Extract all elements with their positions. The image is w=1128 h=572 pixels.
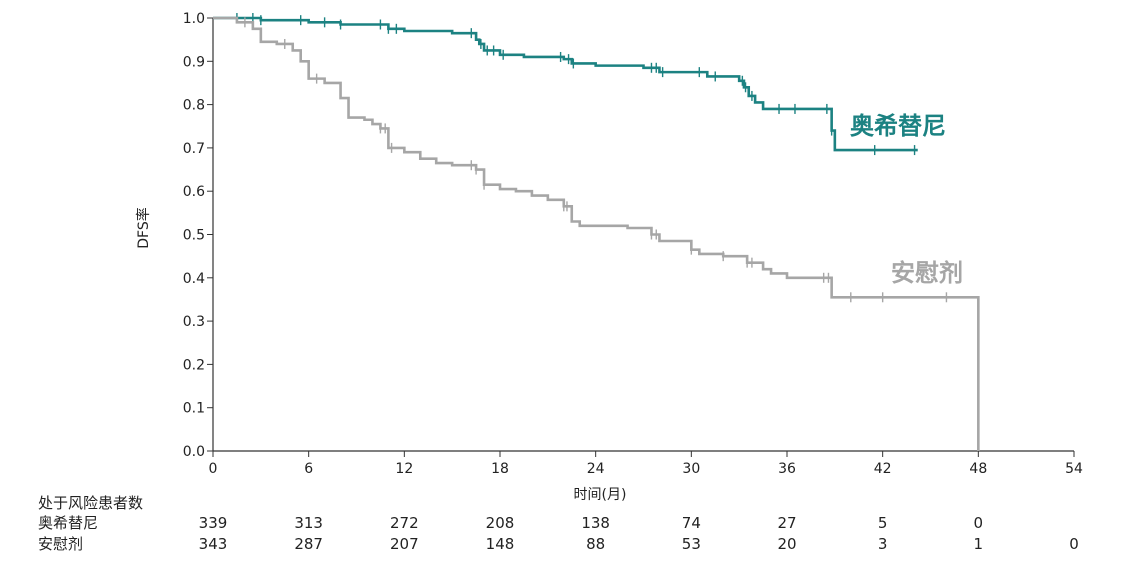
- x-tick-label: 30: [682, 461, 700, 477]
- x-tick-label: 48: [969, 461, 987, 477]
- x-axis-title: 时间(月): [574, 487, 627, 503]
- x-tick-label: 0: [209, 461, 218, 477]
- risk-value: 287: [294, 535, 323, 553]
- series-line-1: [213, 16, 980, 451]
- y-tick-label: 0.4: [183, 271, 205, 287]
- y-tick-label: 0.8: [183, 98, 205, 114]
- chart-axes: 0.0 0.1 0.2 0.3 0.4 0.5 0.6 0.7 0.8 0.9 1.0 0 6 12 18 2…: [183, 11, 1083, 477]
- x-tick-label: 42: [874, 461, 892, 477]
- risk-value: 339: [199, 514, 228, 532]
- x-tick-label: 18: [491, 461, 509, 477]
- y-tick-label: 0.6: [183, 184, 205, 200]
- risk-values: 339 313 272 208 138 74 27 5 0 343 287 207 148 88 53 20 3…: [199, 514, 1079, 553]
- risk-value: 20: [777, 535, 796, 553]
- risk-value: 207: [390, 535, 419, 553]
- y-tick-label: 0.1: [183, 401, 205, 417]
- y-tick-label: 0.3: [183, 314, 205, 330]
- risk-table: 处于风险患者数 奥希替尼 安慰剂 339 313 272 208 138 74 27 5 0 34…: [38, 494, 1079, 553]
- x-tick-label: 12: [395, 461, 413, 477]
- risk-value: 88: [586, 535, 605, 553]
- risk-value: 3: [878, 535, 888, 553]
- series-line-0: [213, 16, 918, 152]
- risk-row-label-osimertinib: 奥希替尼: [38, 514, 98, 532]
- x-tick-label: 6: [304, 461, 313, 477]
- risk-value: 208: [486, 514, 515, 532]
- risk-value: 313: [294, 514, 323, 532]
- risk-value: 148: [486, 535, 515, 553]
- risk-value: 27: [777, 514, 796, 532]
- risk-value: 0: [974, 514, 984, 532]
- y-tick-label: 0.7: [183, 141, 205, 157]
- y-tick-label: 0.0: [183, 444, 205, 460]
- series-label-placebo: 安慰剂: [891, 259, 963, 287]
- risk-value: 343: [199, 535, 228, 553]
- x-tick-label: 54: [1065, 461, 1083, 477]
- x-tick-label: 24: [587, 461, 605, 477]
- risk-value: 53: [682, 535, 701, 553]
- risk-value: 0: [1069, 535, 1079, 553]
- y-tick-label: 0.5: [183, 228, 205, 244]
- risk-value: 5: [878, 514, 888, 532]
- y-axis-title: DFS率: [135, 207, 152, 248]
- risk-value: 74: [682, 514, 701, 532]
- risk-value: 138: [581, 514, 610, 532]
- y-tick-label: 0.2: [183, 357, 205, 373]
- series-label-osimertinib: 奥希替尼: [850, 112, 946, 140]
- risk-value: 272: [390, 514, 419, 532]
- risk-value: 1: [974, 535, 984, 553]
- y-tick-label: 0.9: [183, 54, 205, 70]
- risk-row-label-placebo: 安慰剂: [38, 535, 83, 553]
- risk-table-title: 处于风险患者数: [38, 494, 143, 512]
- y-tick-label: 1.0: [183, 11, 205, 27]
- series-layer: [213, 13, 980, 451]
- x-tick-label: 36: [778, 461, 796, 477]
